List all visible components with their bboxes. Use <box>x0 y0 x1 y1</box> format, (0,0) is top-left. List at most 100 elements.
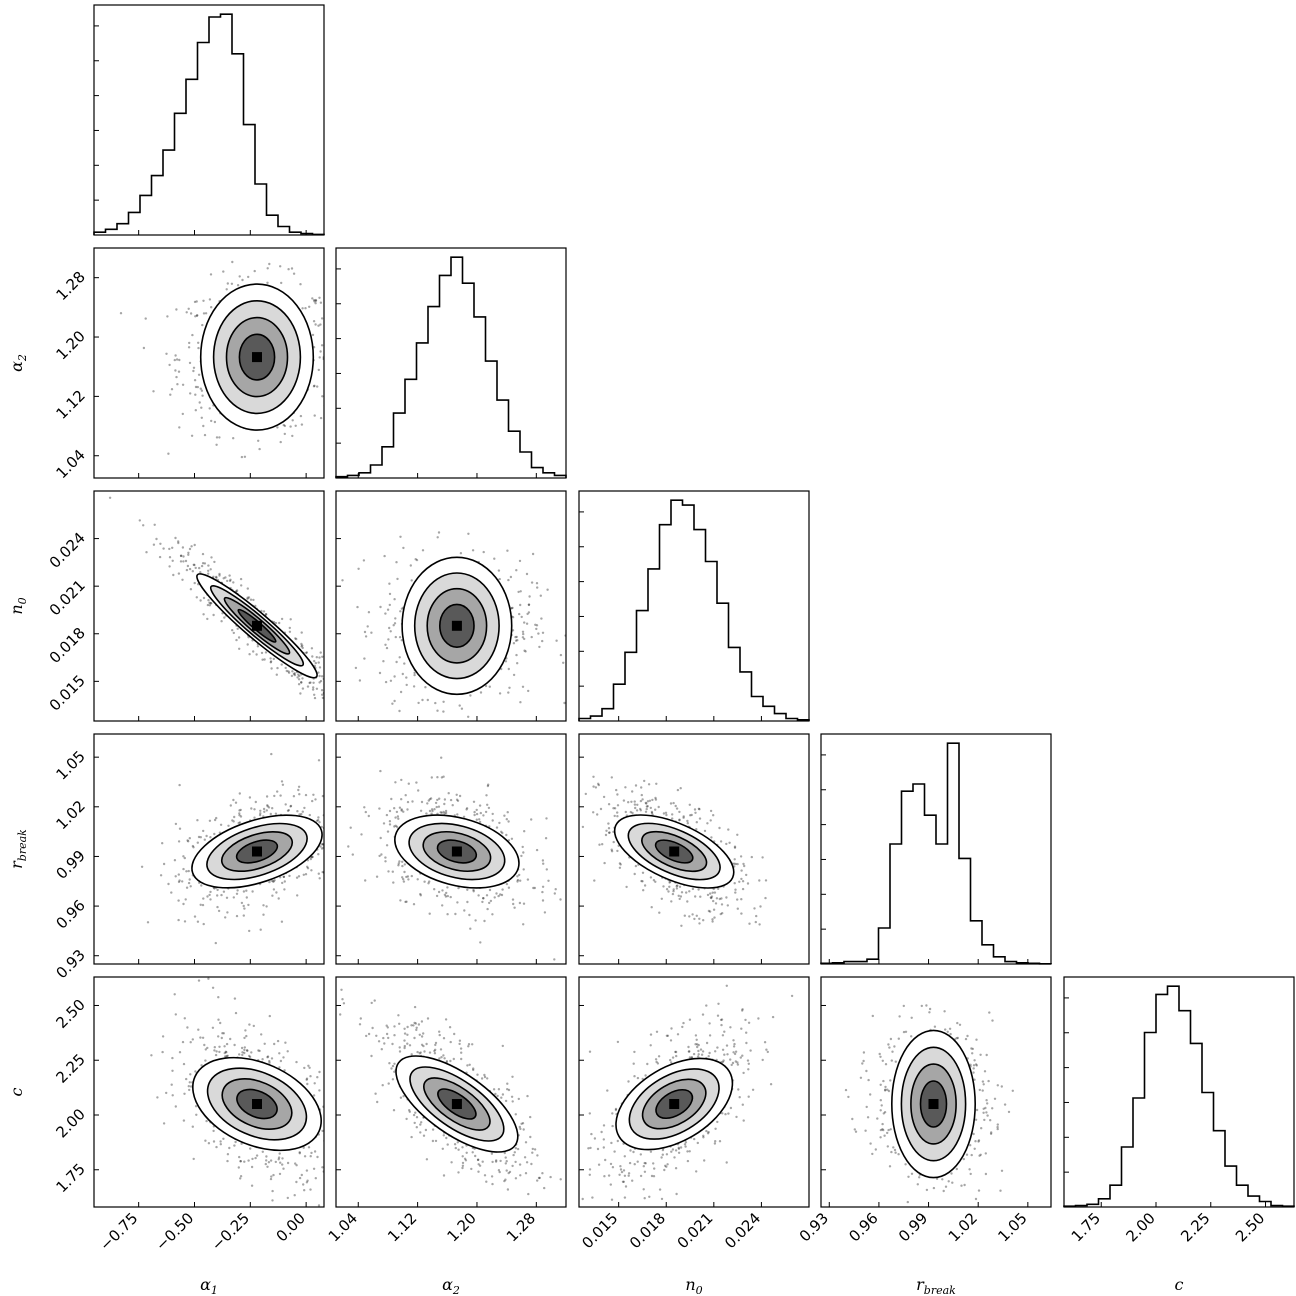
sample-point <box>506 549 509 552</box>
sample-point <box>349 863 351 865</box>
sample-point <box>181 1040 185 1044</box>
sample-point <box>269 661 272 664</box>
sample-point <box>655 782 658 785</box>
sample-point <box>395 561 398 564</box>
sample-point <box>197 979 201 982</box>
sample-point <box>261 658 264 661</box>
sample-point <box>616 849 619 853</box>
scatter-a1-a2 <box>119 260 341 487</box>
sample-point <box>537 632 540 635</box>
sample-point <box>498 692 502 695</box>
sample-point <box>168 547 171 551</box>
sample-point <box>463 909 466 912</box>
sample-point <box>218 574 221 577</box>
sample-point <box>691 887 695 891</box>
sample-point <box>540 617 543 620</box>
sample-point <box>224 1055 227 1058</box>
sample-point <box>491 1160 494 1164</box>
sample-point <box>348 699 350 701</box>
sample-point <box>194 1070 197 1073</box>
sample-point <box>351 853 354 856</box>
sample-point <box>555 639 558 642</box>
sample-point <box>282 1056 285 1059</box>
sample-point <box>341 1175 343 1177</box>
sample-point <box>318 877 321 880</box>
sample-point <box>631 811 634 815</box>
sample-point <box>245 1049 249 1052</box>
sample-point <box>405 1117 408 1121</box>
sample-point <box>513 1151 516 1154</box>
sample-point <box>265 613 268 616</box>
sample-point <box>686 822 689 825</box>
sample-point <box>321 693 324 696</box>
y-tick-label: 1.05 <box>52 747 88 783</box>
sample-point <box>391 870 394 873</box>
sample-point <box>390 797 393 801</box>
sample-point <box>144 317 147 320</box>
sample-point <box>505 818 508 821</box>
sample-point <box>288 874 291 878</box>
sample-point <box>425 1158 429 1161</box>
sample-point <box>412 685 416 688</box>
sample-point <box>523 830 526 833</box>
sample-point <box>363 630 367 634</box>
sample-point <box>309 1075 312 1078</box>
sample-point <box>255 1154 259 1157</box>
sample-point <box>219 1021 222 1025</box>
sample-point <box>201 552 205 556</box>
sample-point <box>524 650 527 653</box>
sample-point <box>213 560 216 564</box>
sample-point <box>693 917 696 921</box>
sample-point <box>324 682 326 684</box>
sample-point <box>243 1036 246 1040</box>
sample-point <box>676 788 680 792</box>
sample-point <box>293 1194 296 1197</box>
sample-point <box>698 808 701 811</box>
sample-point <box>240 455 244 459</box>
sample-point <box>236 627 239 630</box>
sample-point <box>233 1043 236 1047</box>
sample-point <box>394 781 397 784</box>
sample-point <box>533 886 536 890</box>
sample-point <box>266 267 269 270</box>
sample-point <box>304 793 308 797</box>
sample-point <box>304 307 307 310</box>
sample-point <box>202 613 205 616</box>
sample-point <box>436 536 439 539</box>
sample-point <box>738 880 741 883</box>
sample-point <box>196 314 199 317</box>
sample-point <box>443 812 446 815</box>
sample-point <box>541 639 544 643</box>
sample-point <box>693 808 697 811</box>
sample-point <box>349 826 352 829</box>
sample-point <box>278 621 281 625</box>
sample-point <box>320 344 324 347</box>
sample-point <box>516 875 519 878</box>
sample-point <box>339 380 341 382</box>
sample-point <box>695 821 698 824</box>
sample-point <box>366 825 368 827</box>
sample-point <box>676 884 679 887</box>
sample-point <box>641 798 644 801</box>
sample-point <box>417 701 420 705</box>
sample-point <box>303 1155 307 1158</box>
sample-point <box>713 916 716 919</box>
sample-point <box>173 358 176 362</box>
sample-point <box>216 485 218 487</box>
sample-point <box>168 565 171 568</box>
sample-point <box>528 595 531 598</box>
panel-rb-n0 <box>578 733 810 965</box>
sample-point <box>491 1182 494 1186</box>
sample-point <box>232 820 235 823</box>
sample-point <box>276 1039 280 1043</box>
sample-point <box>189 1073 192 1076</box>
sample-point <box>297 785 301 788</box>
sample-point <box>415 1116 419 1119</box>
sample-point <box>499 893 502 896</box>
sample-point <box>199 599 202 602</box>
sample-point <box>239 1177 242 1180</box>
sample-point <box>238 647 241 650</box>
sample-point <box>207 977 210 980</box>
sample-point <box>755 914 758 918</box>
sample-point <box>455 793 458 796</box>
